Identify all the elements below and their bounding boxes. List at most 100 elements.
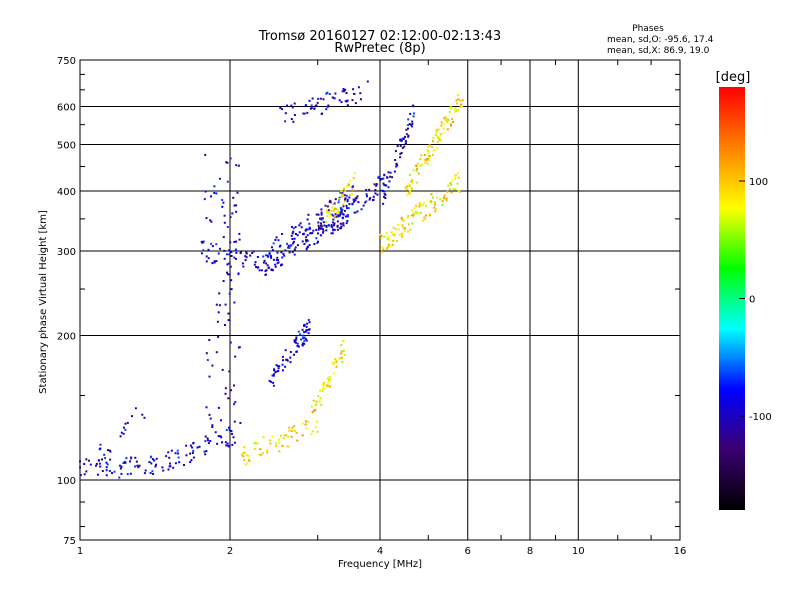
scatter-point <box>120 465 123 468</box>
scatter-point <box>383 195 385 198</box>
scatter-point <box>340 344 343 347</box>
scatter-point <box>270 380 272 383</box>
scatter-point <box>342 203 345 206</box>
scatter-point <box>192 456 195 459</box>
scatter-point <box>244 255 247 258</box>
scatter-point <box>428 213 431 216</box>
scatter-point <box>399 144 402 147</box>
scatter-point <box>211 424 214 427</box>
scatter-point <box>118 476 121 479</box>
scatter-point <box>300 338 302 341</box>
scatter-point <box>365 193 368 196</box>
scatter-point <box>307 318 310 321</box>
scatter-point <box>377 175 380 178</box>
scatter-point <box>271 374 274 377</box>
scatter-point <box>312 430 314 433</box>
scatter-point <box>338 197 341 200</box>
scatter-point <box>226 226 229 228</box>
scatter-point <box>342 205 345 208</box>
scatter-point <box>382 177 385 180</box>
scatter-point <box>332 363 334 365</box>
scatter-point <box>275 445 278 447</box>
scatter-point <box>428 144 431 147</box>
scatter-point <box>459 99 462 102</box>
colorbar-tick-label: 0 <box>749 295 755 306</box>
scatter-point <box>227 273 229 276</box>
scatter-point <box>309 227 311 230</box>
scatter-point <box>322 228 324 231</box>
scatter-point <box>451 117 453 120</box>
scatter-point <box>273 369 276 372</box>
scatter-point <box>249 254 252 257</box>
scatter-point <box>230 251 233 254</box>
scatter-point <box>119 435 122 438</box>
scatter-point <box>411 222 414 225</box>
scatter-point <box>307 228 310 231</box>
scatter-point <box>106 463 109 466</box>
scatter-point <box>447 184 450 187</box>
scatter-point <box>394 159 397 161</box>
scatter-point <box>408 191 411 194</box>
scatter-point <box>344 215 347 218</box>
scatter-point <box>308 244 311 246</box>
scatter-point <box>282 437 285 440</box>
scatter-point <box>346 200 349 203</box>
scatter-point <box>232 196 235 199</box>
scatter-point <box>218 177 221 180</box>
scatter-point <box>327 384 330 387</box>
scatter-point <box>373 183 376 186</box>
scatter-point <box>109 458 112 461</box>
scatter-point <box>237 164 240 167</box>
scatter-point <box>167 451 170 454</box>
scatter-point <box>281 355 284 358</box>
scatter-point <box>345 92 348 94</box>
scatter-point <box>218 304 221 307</box>
scatter-point <box>451 179 454 182</box>
scatter-point <box>287 435 290 438</box>
y-tick-label: 300 <box>57 247 76 258</box>
scatter-point <box>258 269 261 272</box>
scatter-point <box>441 204 444 207</box>
scatter-point <box>343 187 346 190</box>
scatter-point <box>399 156 402 159</box>
scatter-point <box>317 228 320 231</box>
scatter-point <box>452 188 455 191</box>
scatter-point <box>395 165 398 168</box>
scatter-point <box>205 217 208 220</box>
scatter-point <box>288 251 291 254</box>
scatter-point <box>340 357 342 360</box>
scatter-point <box>402 219 405 222</box>
scatter-point <box>406 216 409 219</box>
scatter-point <box>427 145 430 148</box>
y-tick-label: 750 <box>57 56 76 67</box>
scatter-point <box>125 457 128 460</box>
scatter-point <box>330 210 333 212</box>
scatter-point <box>430 193 433 196</box>
scatter-point <box>267 255 270 258</box>
scatter-point <box>322 386 325 389</box>
scatter-point <box>226 253 229 256</box>
scatter-point <box>319 234 322 237</box>
scatter-point <box>273 368 275 371</box>
scatter-point <box>144 469 147 472</box>
scatter-point <box>315 400 318 403</box>
scatter-point <box>200 252 203 255</box>
scatter-point <box>225 444 228 447</box>
scatter-point <box>278 438 280 441</box>
scatter-point <box>271 435 274 438</box>
scatter-point <box>224 324 226 326</box>
scatter-point <box>305 427 308 430</box>
scatter-point <box>309 107 312 110</box>
scatter-point <box>284 249 287 252</box>
scatter-point <box>217 311 220 314</box>
scatter-point <box>275 236 278 239</box>
scatter-point <box>461 105 463 108</box>
scatter-point <box>386 176 389 179</box>
scatter-point <box>229 265 232 268</box>
scatter-point <box>333 228 336 231</box>
scatter-point <box>404 227 406 230</box>
scatter-point <box>337 209 339 212</box>
scatter-point <box>301 422 304 425</box>
scatter-point <box>348 196 351 199</box>
scatter-point <box>235 164 238 167</box>
